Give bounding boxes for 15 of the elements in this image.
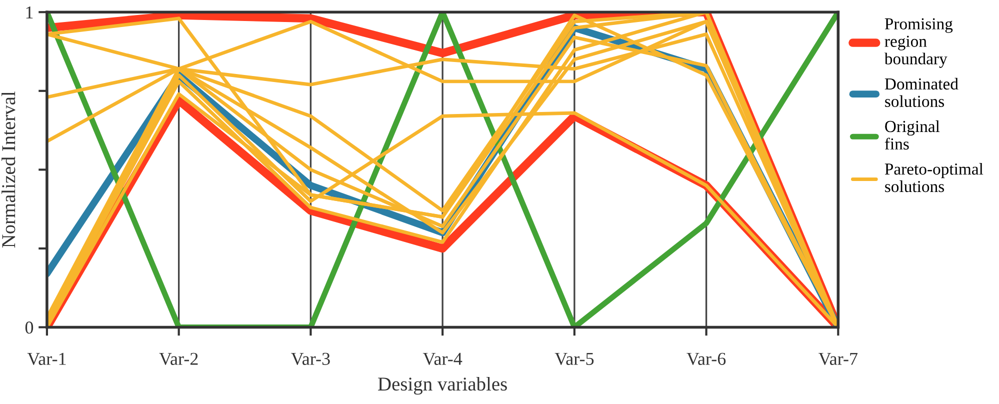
x-tick-label: Var-5 [554, 352, 594, 366]
legend-label: Pareto-optimal solutions [884, 162, 984, 192]
x-axis-title: Design variables [378, 376, 507, 395]
x-tick-label: Var-7 [818, 352, 858, 366]
legend-label: Dominated solutions [884, 78, 958, 108]
x-tick-label: Var-4 [422, 352, 462, 366]
y-tick-label: 1 [26, 6, 33, 18]
x-tick-label: Var-1 [27, 352, 66, 366]
y-tick-label: 0 [25, 321, 34, 334]
x-tick-label: Var-6 [686, 352, 726, 366]
x-tick-label: Var-3 [291, 352, 330, 366]
legend-label: Original fins [884, 120, 940, 150]
y-axis-title: Normalized Interval [2, 92, 16, 248]
x-tick-label: Var-2 [159, 352, 198, 366]
legend-label: Promising region boundary [884, 18, 953, 68]
